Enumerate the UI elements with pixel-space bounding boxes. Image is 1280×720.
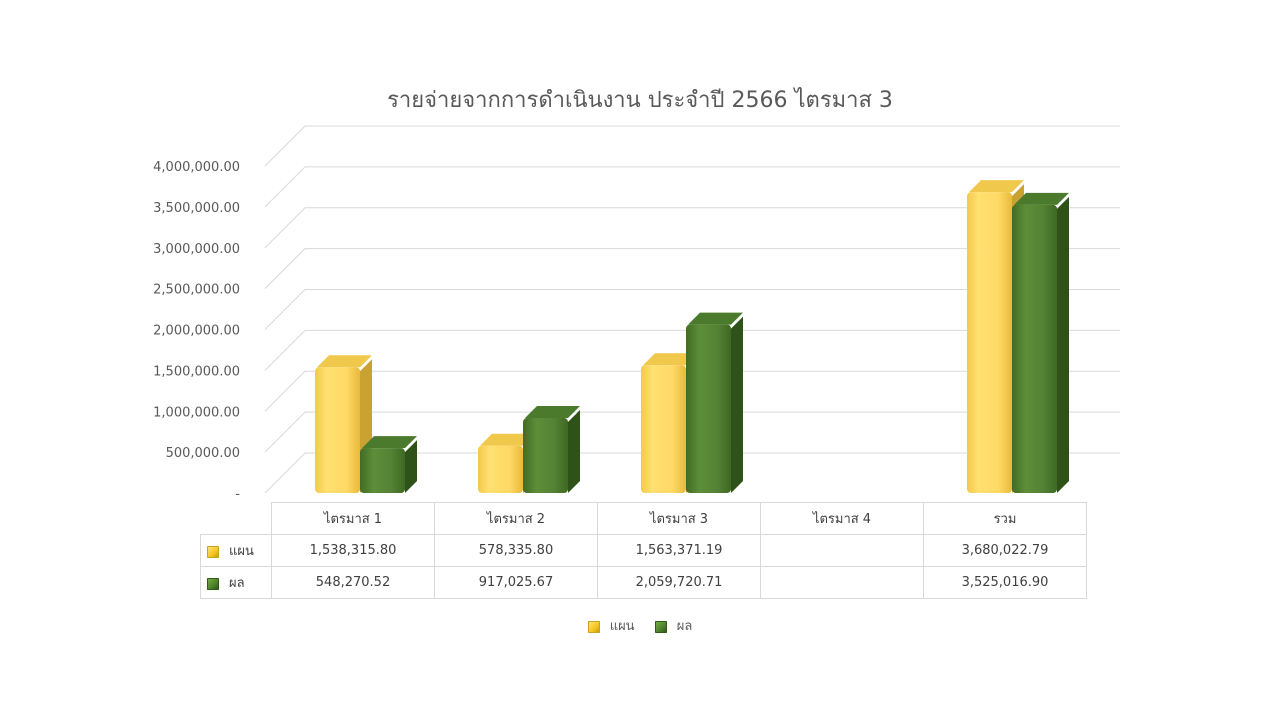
gridline	[264, 411, 1120, 453]
category-label: ไตรมาส 3	[597, 502, 761, 535]
y-tick-label: 1,000,000.00	[153, 405, 240, 420]
bar-top	[362, 436, 417, 449]
y-tick-label: 3,500,000.00	[153, 201, 240, 216]
bar-top	[643, 353, 698, 366]
data-label: 2,059,720.71	[597, 566, 761, 599]
bar-top	[969, 180, 1024, 193]
data-label: 578,335.80	[434, 534, 598, 567]
data-label: 548,270.52	[271, 566, 435, 599]
category-label: ไตรมาส 2	[434, 502, 598, 535]
actual-legend-key-icon	[207, 577, 219, 590]
actual-legend-key-icon	[654, 620, 667, 633]
bar-side	[405, 440, 417, 493]
bar-front	[686, 324, 731, 493]
bar-top	[688, 312, 743, 325]
gridline	[264, 166, 1120, 208]
y-tick-label: -	[235, 487, 240, 502]
bar-front	[523, 418, 568, 493]
bar-top	[480, 433, 535, 446]
bar-side	[731, 316, 743, 493]
plan-legend-key-icon	[587, 620, 600, 633]
data-label	[760, 566, 924, 599]
y-tick-label: 2,000,000.00	[153, 324, 240, 339]
bar-actual	[360, 436, 417, 493]
legend-item-actual: ผล	[654, 615, 693, 636]
bar-front	[360, 448, 405, 493]
y-tick-label: 4,000,000.00	[153, 160, 240, 175]
bar-front	[315, 367, 360, 493]
legend: แผน ผล	[0, 615, 1280, 636]
data-table: ไตรมาส 1 ไตรมาส 2 ไตรมาส 3 ไตรมาส 4 รวม …	[200, 502, 1087, 599]
bar-side	[568, 410, 580, 493]
y-tick-label: 1,500,000.00	[153, 364, 240, 379]
gridline	[264, 289, 1120, 330]
y-tick-label: 2,500,000.00	[153, 283, 240, 298]
data-label: 3,680,022.79	[923, 534, 1087, 567]
gridline	[264, 452, 1120, 494]
bar-actual	[1012, 192, 1069, 493]
bar-top	[525, 406, 580, 419]
chart-title: รายจ่ายจากการดำเนินงาน ประจำปี 2566 ไตรม…	[387, 88, 893, 113]
bar-front	[478, 445, 523, 493]
data-table-row-plan: แผน 1,538,315.80 578,335.80 1,563,371.19…	[200, 534, 1087, 567]
data-table-header-row: ไตรมาส 1 ไตรมาส 2 ไตรมาส 3 ไตรมาส 4 รวม	[200, 502, 1087, 535]
data-label: 917,025.67	[434, 566, 598, 599]
y-axis: - 500,000.00 1,000,000.00 1,500,000.00 2,000…	[153, 160, 240, 502]
category-label: ไตรมาส 1	[271, 502, 435, 535]
bar-top	[317, 355, 372, 368]
bar-front	[967, 192, 1012, 493]
gridline	[264, 125, 1120, 167]
series-name: แผน	[229, 544, 254, 559]
series-header-plan: แผน	[200, 534, 272, 567]
y-tick-label: 500,000.00	[166, 446, 240, 461]
data-table-corner	[200, 502, 272, 535]
series-header-actual: ผล	[200, 566, 272, 599]
data-label	[760, 534, 924, 567]
bar-side	[1057, 196, 1069, 493]
data-label: 1,538,315.80	[271, 534, 435, 567]
gridlines	[264, 125, 1120, 494]
y-tick-label: 3,000,000.00	[153, 242, 240, 257]
series-name: ผล	[229, 576, 245, 591]
bar-front	[1012, 204, 1057, 493]
gridline	[264, 370, 1120, 412]
gridline	[264, 248, 1120, 289]
legend-item-plan: แผน	[587, 615, 635, 636]
category-label: ไตรมาส 4	[760, 502, 924, 535]
data-label: 3,525,016.90	[923, 566, 1087, 599]
bar-top	[1014, 192, 1069, 205]
legend-label: แผน	[609, 619, 635, 634]
legend-label: ผล	[676, 619, 693, 634]
bars	[315, 180, 1069, 493]
plan-legend-key-icon	[207, 545, 219, 558]
bar-front	[641, 365, 686, 493]
bar-actual	[523, 406, 580, 493]
data-table-row-actual: ผล 548,270.52 917,025.67 2,059,720.71 3,…	[200, 566, 1087, 599]
data-label: 1,563,371.19	[597, 534, 761, 567]
gridline	[264, 329, 1120, 371]
category-label: รวม	[923, 502, 1087, 535]
bar-actual	[686, 312, 743, 493]
gridline	[264, 207, 1120, 249]
